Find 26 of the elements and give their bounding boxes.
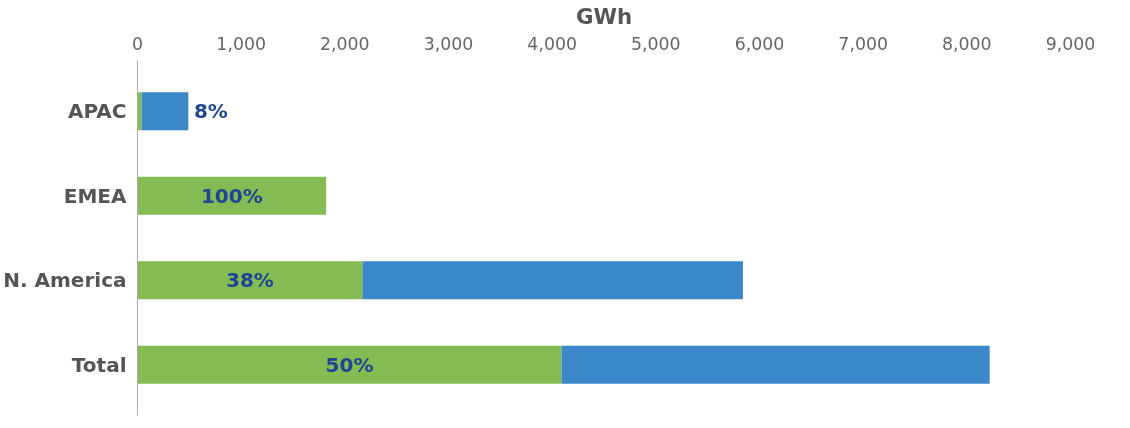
- x-tick-label: 1,000: [216, 33, 266, 54]
- bar: [561, 345, 990, 384]
- x-tick-label: 4,000: [527, 33, 577, 54]
- annotation: 50%: [325, 352, 374, 377]
- x-tick-label: 8,000: [942, 33, 992, 54]
- bar: [137, 345, 562, 384]
- x-tick-label: 2,000: [320, 33, 370, 54]
- x-tick-label: 7,000: [838, 33, 888, 54]
- y-tick-label: APAC: [68, 99, 127, 124]
- annotation: 100%: [200, 183, 263, 208]
- x-tick-label: 9,000: [1045, 33, 1096, 54]
- y-tick-label: N. America: [3, 268, 127, 293]
- annotation: 38%: [226, 268, 274, 293]
- y-tick-label: EMEA: [63, 183, 128, 208]
- x-tick-label: 6,000: [734, 33, 785, 54]
- annotation: 8%: [193, 99, 228, 124]
- x-axis-title: GWh: [575, 3, 633, 29]
- x-tick-label: 3,000: [423, 33, 474, 54]
- bar: [137, 176, 327, 215]
- y-tick-label: Total: [71, 352, 127, 377]
- bar: [137, 261, 363, 300]
- bar: [141, 92, 189, 131]
- x-tick-label: 5,000: [631, 33, 681, 54]
- x-tick-label: 0: [131, 33, 144, 54]
- bar: [362, 261, 743, 300]
- bar: [137, 92, 142, 131]
